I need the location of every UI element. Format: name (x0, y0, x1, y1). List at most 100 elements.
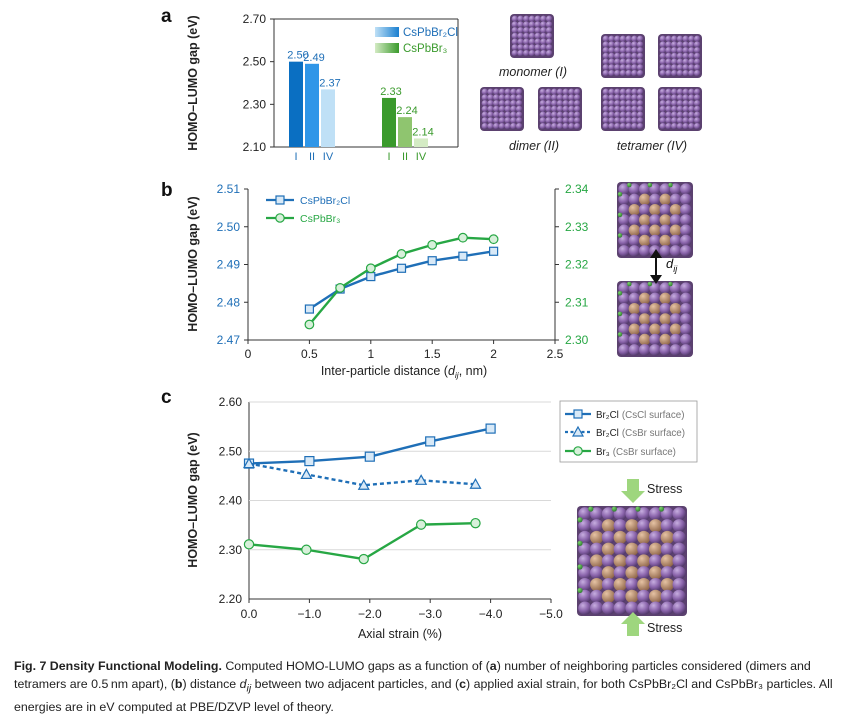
panel-b-legend-marker-blue (275, 195, 285, 205)
cs-atom (676, 64, 684, 71)
cs-atom (568, 88, 575, 96)
pb-atom (601, 519, 616, 533)
cs-atom (636, 122, 644, 130)
cs-atom (618, 245, 630, 257)
panel-c-legend-marker-1 (573, 409, 583, 419)
cs-atom (498, 88, 506, 96)
cs-atom (602, 111, 610, 118)
panel-b-ytick-right-label: 2.34 (565, 182, 589, 196)
cs-atom (628, 333, 641, 346)
cs-atom (601, 601, 616, 615)
cs-atom (619, 41, 627, 48)
br-atom (627, 182, 632, 188)
cs-atom (481, 100, 489, 107)
cs-atom (504, 100, 511, 107)
dimer-cube-2 (538, 87, 582, 131)
cs-atom (680, 282, 692, 294)
cs-atom (515, 122, 523, 130)
cs-atom (493, 122, 500, 130)
cs-atom (682, 117, 689, 124)
cs-atom (672, 519, 686, 533)
panel-c-ytick-label: 2.40 (219, 494, 243, 508)
cs-atom (625, 601, 639, 615)
cs-atom (551, 100, 558, 107)
cs-atom (614, 94, 621, 101)
cs-atom (649, 282, 661, 294)
panel-c-legend-marker-3 (573, 446, 583, 456)
cs-atom (613, 566, 627, 580)
cs-atom (671, 117, 678, 124)
cs-atom (680, 183, 692, 195)
cs-atom (660, 507, 674, 521)
pb-atom (601, 542, 616, 556)
cs-atom (659, 344, 672, 356)
cs-atom (669, 292, 682, 305)
cs-atom (510, 122, 517, 130)
cs-atom (545, 27, 553, 34)
cs-atom (601, 530, 616, 545)
cs-atom (665, 88, 672, 96)
cs-atom (517, 44, 524, 51)
cs-atom (659, 94, 667, 101)
cs-atom (660, 519, 674, 533)
cs-atom (638, 302, 651, 315)
cs-atom (498, 105, 506, 113)
cs-atom (669, 313, 682, 325)
cs-atom (510, 94, 517, 101)
cs-atom (682, 47, 689, 54)
panel-b-legend-marker-green (275, 213, 285, 223)
distance-arrowhead-down (650, 275, 662, 284)
cs-atom (688, 100, 695, 107)
cs-atom (638, 323, 651, 336)
cs-atom (680, 323, 692, 336)
cs-atom (545, 21, 553, 28)
cs-atom (573, 88, 581, 96)
cs-atom (562, 94, 569, 101)
cs-atom (659, 41, 667, 48)
cs-atom (602, 105, 610, 113)
cs-atom (545, 111, 552, 118)
cs-atom (688, 58, 695, 65)
cs-atom (636, 117, 644, 124)
cs-atom (648, 530, 663, 545)
cs-atom (625, 41, 632, 48)
cs-atom (648, 554, 663, 568)
cs-atom (631, 58, 638, 65)
pb-atom (601, 566, 616, 580)
cs-atom (511, 27, 519, 34)
panel-a-legend-label-green: CsPbBr₃ (403, 43, 448, 55)
cs-atom (590, 589, 604, 603)
cs-atom (601, 507, 616, 521)
br-atom (617, 233, 623, 238)
panel-b-point (458, 251, 468, 261)
panel-b-point (304, 304, 314, 314)
cs-atom (504, 88, 511, 96)
cs-atom (481, 111, 489, 118)
cs-atom (693, 117, 701, 124)
cs-atom (562, 105, 569, 113)
cs-atom (631, 94, 638, 101)
cs-atom (551, 111, 558, 118)
panel-b-point (396, 249, 407, 259)
cs-atom (608, 47, 615, 54)
panel-b-ytick-left-label: 2.51 (217, 182, 241, 196)
cs-atom (515, 111, 523, 118)
cs-atom (672, 530, 686, 545)
cs-atom (608, 117, 615, 124)
cs-atom (613, 601, 627, 615)
cs-atom (688, 69, 695, 77)
cs-atom (669, 234, 682, 247)
cs-atom (614, 111, 621, 118)
cs-atom (649, 193, 661, 206)
cs-atom (515, 100, 523, 107)
caption-ref-a: a (489, 659, 497, 673)
cs-atom (628, 183, 641, 195)
cs-atom (578, 577, 592, 592)
cs-atom (618, 183, 630, 195)
cs-atom (562, 100, 569, 107)
br-atom (668, 281, 673, 287)
cs-atom (487, 117, 494, 124)
cs-atom (578, 530, 592, 545)
pb-atom (638, 214, 651, 226)
cs-atom (688, 105, 695, 113)
